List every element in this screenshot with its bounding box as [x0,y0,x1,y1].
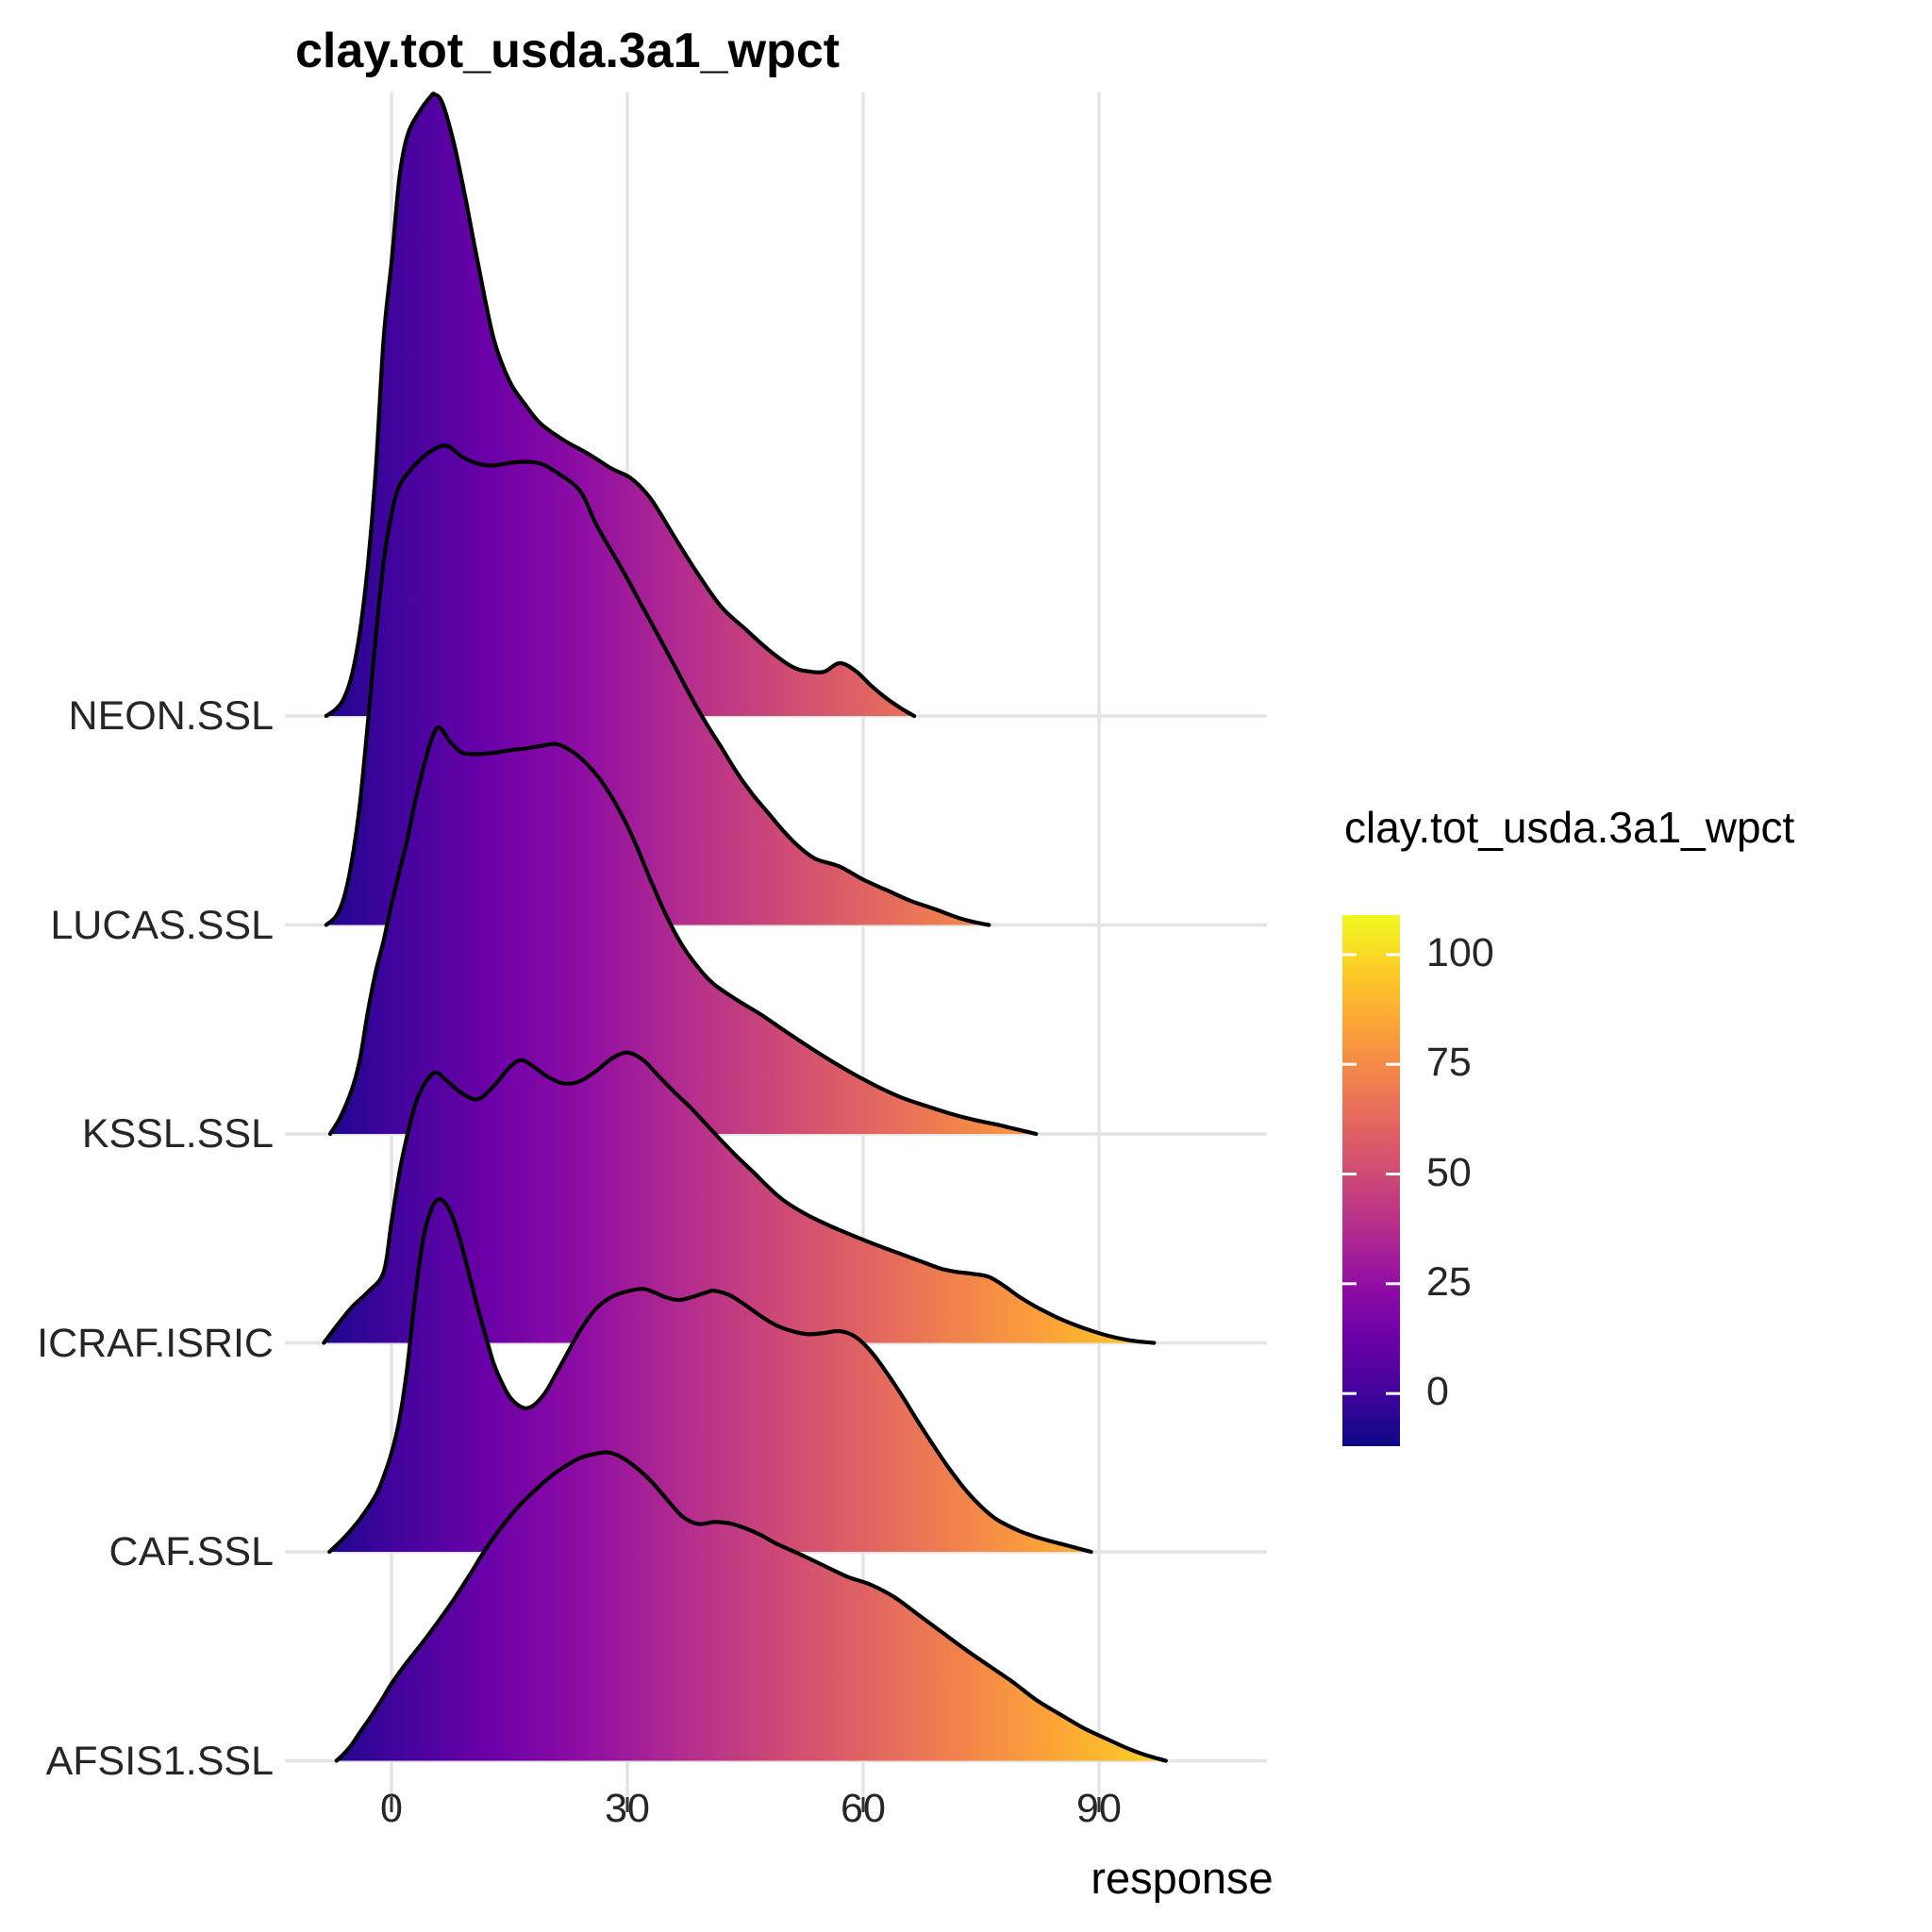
x-axis-label-0: 0 [380,1786,403,1831]
legend-label-75: 75 [1426,1040,1472,1086]
y-axis-label-LUCAS.SSL: LUCAS.SSL [50,902,274,948]
plot-title: clay.tot_usda.3a1_wpct [295,24,841,78]
ridge-outline-CAF.SSL [327,1197,1093,1555]
x-axis-title: response [1091,1853,1274,1903]
legend-label-100: 100 [1426,929,1494,975]
legend-label-50: 50 [1426,1149,1472,1195]
ridges [322,92,1168,1763]
legend-colorbar-gradient [1342,915,1400,1446]
y-axis-label-KSSL.SSL: KSSL.SSL [81,1111,274,1157]
x-axis-label-60: 60 [841,1786,886,1831]
x-axis-ticks [390,1797,1101,1812]
legend-title: clay.tot_usda.3a1_wpct [1344,803,1795,852]
ridge-outline-AFSIS1.SSL [334,1450,1168,1763]
legend-label-25: 25 [1426,1258,1472,1305]
y-axis-label-NEON.SSL: NEON.SSL [68,693,274,739]
ridge-fill-KSSL.SSL [330,726,1037,1134]
legend-label-0: 0 [1426,1369,1449,1415]
y-axis-label-CAF.SSL: CAF.SSL [108,1529,274,1574]
y-axis-label-AFSIS1.SSL: AFSIS1.SSL [45,1738,274,1784]
ridge-outline-LUCAS.SSL [324,443,991,927]
y-axis-label-ICRAF.ISRIC: ICRAF.ISRIC [37,1320,274,1366]
legend-colorbar [1342,915,1400,1446]
x-axis-label-30: 30 [605,1786,650,1831]
x-axis-label-90: 90 [1076,1786,1122,1831]
ridge-outline-NEON.SSL [324,92,917,719]
ridge-fill-AFSIS1.SSL [336,1452,1166,1761]
ridge-outline-ICRAF.ISRIC [322,1050,1157,1345]
ridge-fill-CAF.SSL [329,1199,1091,1552]
ridge-outline-KSSL.SSL [327,724,1039,1137]
